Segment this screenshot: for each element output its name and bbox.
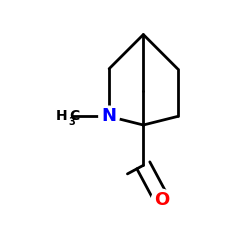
Circle shape [152,189,172,210]
Text: O: O [154,190,169,208]
Text: 3: 3 [69,117,75,127]
Bar [27,106,70,128]
Text: H: H [56,110,68,124]
Text: C: C [70,110,80,124]
Circle shape [99,106,119,127]
Text: N: N [102,108,116,126]
